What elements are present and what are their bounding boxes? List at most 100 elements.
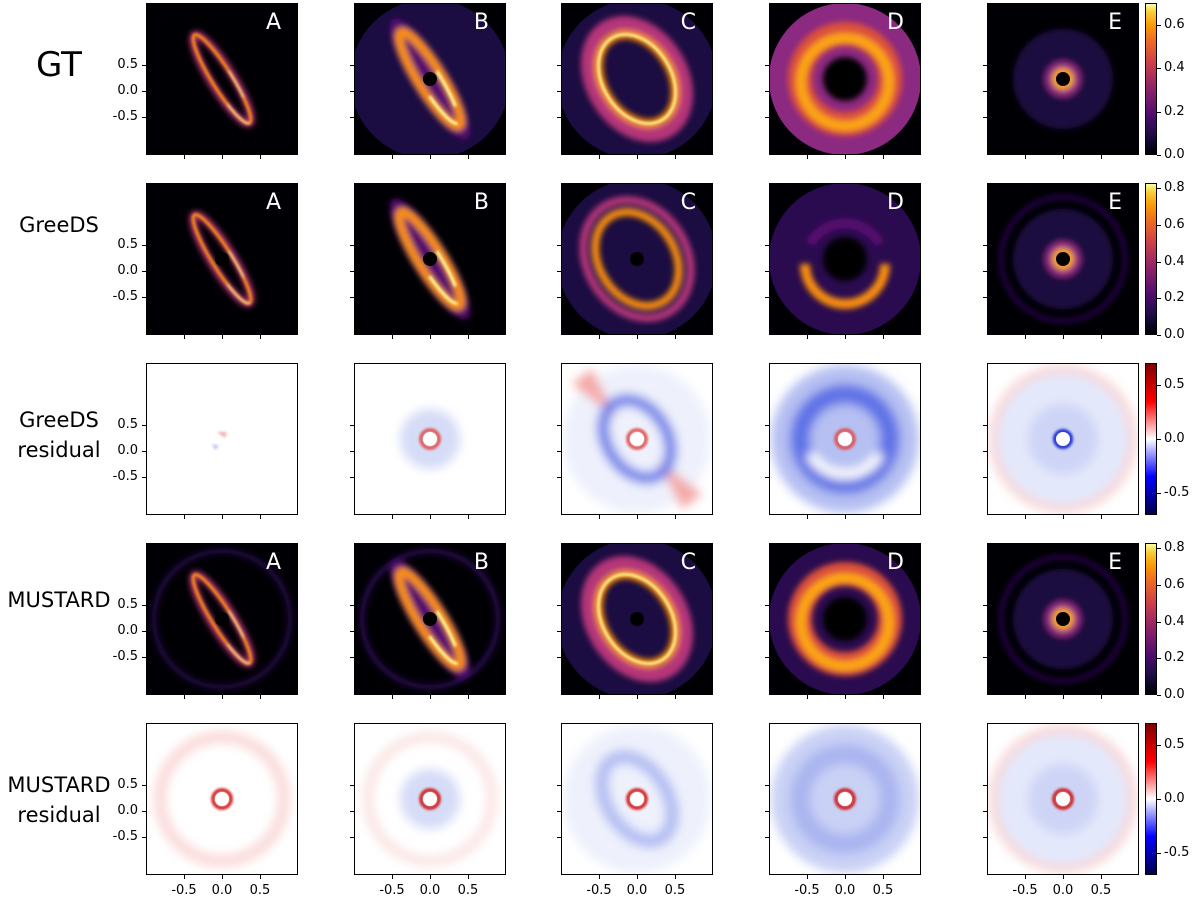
panel-letter: B [473,10,489,35]
panel-greeds-residual-b [354,363,506,515]
x-tick-mark [260,155,261,159]
y-tick-mark [557,65,561,66]
x-tick-mark [184,875,185,879]
y-tick-mark [350,297,354,298]
x-tick-mark [637,335,638,339]
y-tick-mark [142,477,146,478]
x-tick-mark [807,335,808,339]
y-tick-mark [765,451,769,452]
colorbar-tick-mark [1157,261,1161,263]
colorbar-tick-label: 0.2 [1164,103,1185,119]
x-tick-mark [1025,515,1026,519]
colorbar-2 [1145,183,1157,335]
x-tick-label: -0.5 [586,883,612,898]
row-label-line: MUSTARD [7,773,111,797]
colorbar-tick-mark [1157,298,1161,300]
panel-letter: A [265,10,281,35]
y-tick-label: 0.0 [117,623,138,638]
colorbar-3 [1145,363,1157,515]
y-tick-mark [350,91,354,92]
colorbar-tick-label: 0.6 [1164,217,1185,233]
colorbar-tick-label: 0.4 [1164,613,1185,629]
x-tick-mark [807,155,808,159]
x-tick-mark [807,875,808,879]
x-tick-mark [1025,875,1026,879]
y-tick-mark [142,657,146,658]
y-tick-mark [983,91,987,92]
row-label-5: MUSTARD residual [0,770,118,830]
x-tick-mark [1063,335,1064,339]
x-tick-label: 0.0 [211,883,233,898]
row-label-1: GT [0,45,118,85]
x-tick-mark [883,155,884,159]
y-tick-mark [142,425,146,426]
panel-greeds-residual-e [987,363,1139,515]
y-tick-mark [765,837,769,838]
y-tick-label: -0.5 [112,469,138,484]
x-tick-mark [675,155,676,159]
y-tick-label: 0.5 [117,597,138,612]
x-tick-mark [599,875,600,879]
y-tick-mark [142,785,146,786]
x-tick-mark [260,695,261,699]
colorbar-tick-mark [1157,658,1161,660]
y-tick-label: -0.5 [112,109,138,124]
y-tick-mark [557,605,561,606]
x-tick-mark [845,335,846,339]
x-tick-mark [637,875,638,879]
y-tick-mark [557,477,561,478]
y-tick-mark [765,631,769,632]
panel-mustard-residual-d [769,723,921,875]
y-tick-mark [557,811,561,812]
colorbar-tick-mark [1157,24,1161,26]
y-tick-mark [765,785,769,786]
y-tick-mark [142,605,146,606]
y-tick-mark [350,837,354,838]
colorbar-tick-mark [1157,155,1161,156]
y-tick-mark [350,451,354,452]
panel-mustard-residual-b [354,723,506,875]
x-tick-mark [807,515,808,519]
x-tick-mark [468,695,469,699]
x-tick-mark [1063,695,1064,699]
x-tick-mark [1063,875,1064,879]
y-tick-mark [983,451,987,452]
y-tick-mark [142,245,146,246]
y-tick-mark [350,811,354,812]
panel-gt-d: D [769,3,921,155]
x-tick-label: 0.5 [664,883,686,898]
x-tick-mark [1025,335,1026,339]
panel-greeds-b: B [354,183,506,335]
x-tick-mark [675,515,676,519]
y-tick-mark [142,91,146,92]
panel-letter: E [1108,550,1122,575]
y-tick-mark [765,271,769,272]
panel-mustard-residual-a [146,723,298,875]
y-tick-mark [765,117,769,118]
x-tick-label: 0.5 [457,883,479,898]
x-tick-mark [599,695,600,699]
colorbar-tick-label: 0.0 [1164,791,1185,806]
y-tick-mark [557,91,561,92]
panel-gt-a: A [146,3,298,155]
y-tick-mark [983,811,987,812]
row-label-line: GreeDS [19,213,99,237]
y-tick-mark [983,657,987,658]
x-tick-mark [807,695,808,699]
y-tick-mark [350,477,354,478]
y-tick-mark [983,65,987,66]
x-tick-label: -0.5 [1012,883,1038,898]
panel-letter: D [887,10,904,35]
panel-mustard-c: C [561,543,713,695]
colorbar-tick-label: 0.5 [1164,736,1185,752]
y-tick-label: -0.5 [112,829,138,844]
panel-greeds-e: E [987,183,1139,335]
y-tick-mark [350,117,354,118]
row-label-4: MUSTARD [0,585,118,615]
y-tick-mark [557,245,561,246]
x-tick-mark [184,335,185,339]
y-tick-mark [350,245,354,246]
x-tick-mark [222,155,223,159]
x-tick-label: 0.0 [1052,883,1074,898]
